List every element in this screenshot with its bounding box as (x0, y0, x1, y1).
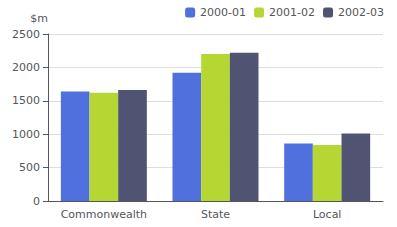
svg-text:2002-03: 2002-03 (338, 6, 384, 19)
svg-text:2000-01: 2000-01 (200, 6, 246, 19)
svg-text:$m: $m (30, 12, 48, 25)
svg-text:2001-02: 2001-02 (269, 6, 315, 19)
svg-text:1500: 1500 (12, 94, 40, 107)
svg-text:Local: Local (313, 208, 342, 221)
svg-text:State: State (201, 208, 230, 221)
svg-text:0: 0 (33, 195, 40, 208)
svg-text:1000: 1000 (12, 128, 40, 141)
svg-text:2000: 2000 (12, 61, 40, 74)
svg-text:Commonwealth: Commonwealth (61, 208, 147, 221)
svg-text:2500: 2500 (12, 28, 40, 41)
svg-text:500: 500 (19, 161, 40, 174)
